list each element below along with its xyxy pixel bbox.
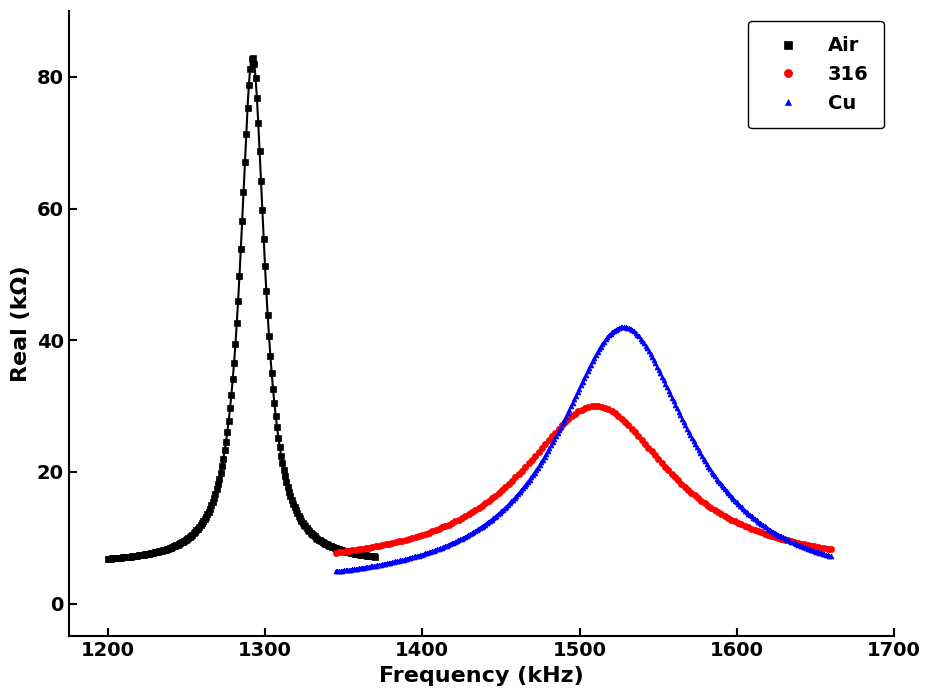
316 [493, 489, 504, 497]
Legend: Air, 316, Cu: Air, 316, Cu [748, 21, 884, 128]
Cu [626, 326, 637, 335]
Cu [332, 567, 343, 576]
Air [247, 54, 258, 62]
Air [348, 549, 359, 558]
316 [593, 402, 604, 411]
316 [676, 480, 687, 488]
Air [358, 551, 369, 559]
Cu [635, 335, 646, 343]
316 [612, 412, 624, 420]
Cu [826, 552, 837, 560]
Air [369, 553, 380, 561]
Cu [749, 515, 761, 523]
316 [743, 523, 754, 532]
Cu [781, 535, 792, 543]
Air [118, 553, 130, 562]
Y-axis label: Real (kΩ): Real (kΩ) [11, 266, 31, 382]
Line: Air: Air [104, 54, 378, 562]
Air [103, 555, 114, 563]
Air [152, 548, 163, 556]
Air [113, 553, 124, 562]
316 [826, 545, 837, 553]
Line: Cu: Cu [334, 325, 833, 574]
Air [173, 539, 185, 548]
316 [527, 455, 538, 464]
316 [330, 549, 341, 557]
Cu [619, 323, 630, 331]
Cu [625, 325, 637, 333]
X-axis label: Frequency (kHz): Frequency (kHz) [379, 666, 583, 686]
Cu [330, 567, 341, 576]
Line: 316: 316 [333, 403, 834, 556]
316 [589, 402, 600, 411]
